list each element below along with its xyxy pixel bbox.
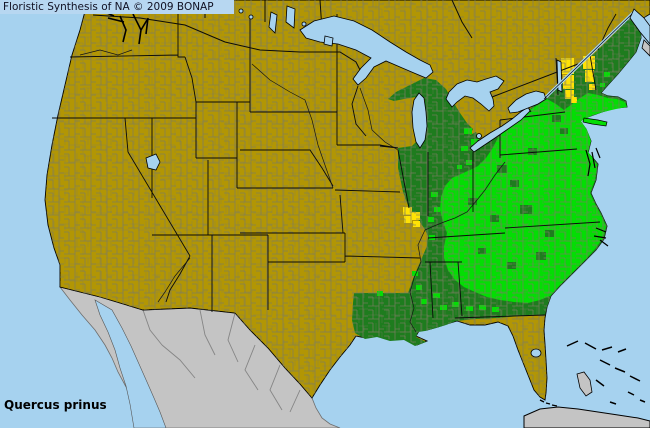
puget-sound-inlets	[99, 9, 149, 45]
lake-winnipeg	[285, 5, 296, 29]
lake-erie	[469, 106, 531, 153]
bahamas-islands	[566, 340, 646, 405]
species-label: Quercus prinus	[4, 398, 107, 412]
lake-michigan	[411, 92, 428, 149]
great-salt-lake	[145, 153, 161, 171]
long-island	[582, 117, 608, 127]
nova-scotia	[641, 39, 650, 57]
st-lawrence-shore	[543, 13, 633, 100]
lakes	[145, 5, 650, 358]
lake-manitoba	[268, 11, 278, 34]
lake-of-the-woods	[323, 35, 334, 47]
region-cuba	[523, 406, 650, 428]
florida-keys	[539, 399, 558, 407]
us-state-borders	[52, 13, 617, 319]
lake-superior	[299, 15, 434, 86]
bay-of-fundy	[629, 8, 650, 45]
lake-okeechobee	[530, 348, 542, 358]
lake-huron	[445, 75, 505, 112]
lake-ontario	[507, 90, 547, 114]
lake-st-clair	[476, 133, 482, 139]
chesapeake-bay-inlets	[585, 147, 609, 247]
mexico-state-borders	[142, 309, 301, 413]
title-bar: Floristic Synthesis of NA © 2009 BONAP	[0, 0, 234, 14]
gulf-of-california	[94, 299, 167, 428]
rivers	[79, 49, 506, 333]
map-title: Floristic Synthesis of NA © 2009 BONAP	[3, 1, 214, 13]
region-bahamas	[576, 371, 593, 397]
